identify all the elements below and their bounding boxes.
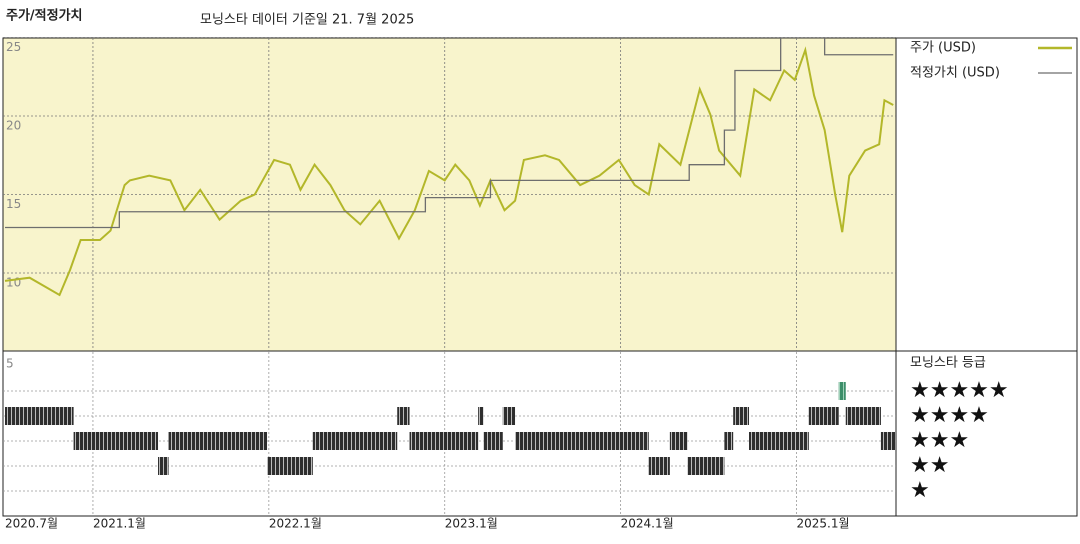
legend-label: 주가 (USD) [910,41,976,56]
rating-bar [267,457,313,475]
series-line [5,38,894,229]
series-line [4,46,894,297]
rating-legend-label: ★★ [910,453,949,478]
rating-bar [687,457,725,475]
frame [2,37,1078,517]
rating-bar [808,407,839,425]
y-tick-label: 20 [6,119,21,133]
legend-label: 적정가치 (USD) [910,66,1000,81]
rating-bar [724,432,734,450]
rating-bar [845,407,881,425]
rating-bar [838,382,846,400]
rating-title: 모닝스타 등급 [910,356,986,371]
rating-legend-label: ★ [910,478,930,503]
x-tick-label: 2025.1월 [797,517,850,531]
x-tick-label: 2022.1월 [269,517,322,531]
y-tick-label: 25 [6,40,21,54]
x-tick-label: 2020.7월 [5,517,58,531]
rating-bar [73,432,159,450]
rating-bar [669,432,688,450]
rating-bar [168,432,268,450]
rating-bar [158,457,169,475]
rating-legend-label: ★★★★ [910,403,989,428]
x-tick-label: 2021.1월 [93,517,146,531]
rating-bar [312,432,398,450]
x-tick-label: 2023.1월 [445,517,498,531]
rating-legend-label: ★★★★★ [910,378,1009,403]
chart-subtitle: 모닝스타 데이터 기준일 21. 7월 2025 [200,13,414,28]
rating-top-label: 5 [6,357,14,371]
rating-bar [880,432,895,450]
y-tick-label: 15 [6,197,21,211]
rating-bar [478,407,484,425]
rating-bar [515,432,649,450]
rating-bar [749,432,809,450]
chart-title: 주가/적정가치 [6,8,83,24]
rating-bar [409,432,479,450]
rating-bar [648,457,670,475]
y-tick-label: 10 [6,276,21,290]
rating-bar [483,432,503,450]
rating-bar [5,407,74,425]
x-tick-label: 2024.1월 [621,517,674,531]
rating-bar [733,407,750,425]
rating-bar [502,407,516,425]
rating-bar [397,407,410,425]
rating-legend-label: ★★★ [910,428,969,453]
